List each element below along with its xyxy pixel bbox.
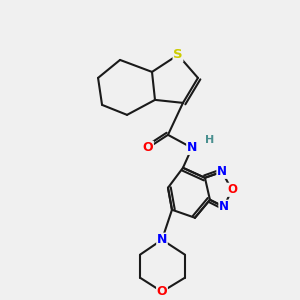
Text: O: O <box>157 285 167 298</box>
Text: N: N <box>187 141 197 154</box>
Text: O: O <box>143 141 153 154</box>
Text: H: H <box>205 135 214 145</box>
Text: N: N <box>219 200 229 213</box>
Text: N: N <box>217 165 227 178</box>
Text: O: O <box>227 183 237 196</box>
Text: S: S <box>173 48 183 62</box>
Text: N: N <box>157 233 167 246</box>
